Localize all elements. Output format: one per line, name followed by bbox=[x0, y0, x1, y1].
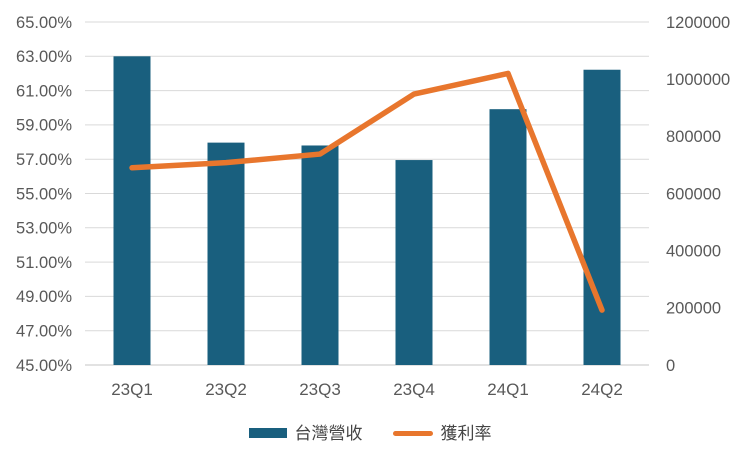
right-axis-tick-label: 600000 bbox=[666, 185, 721, 203]
left-axis-tick-label: 51.00% bbox=[16, 254, 72, 272]
left-axis-tick-label: 59.00% bbox=[16, 117, 72, 135]
revenue-bar bbox=[583, 69, 621, 366]
x-axis-category-label: 24Q1 bbox=[487, 380, 529, 399]
left-axis-tick-label: 63.00% bbox=[16, 48, 72, 66]
left-axis-tick-label: 49.00% bbox=[16, 288, 72, 306]
bar-series-swatch bbox=[248, 428, 287, 438]
revenue-bar bbox=[395, 160, 433, 365]
x-axis-category-label: 24Q2 bbox=[581, 380, 623, 399]
x-axis-category-label: 23Q1 bbox=[111, 380, 153, 399]
left-axis-tick-label: 57.00% bbox=[16, 151, 72, 169]
left-axis-tick-label: 55.00% bbox=[16, 185, 72, 203]
revenue-bar bbox=[207, 142, 245, 365]
revenue-bar bbox=[301, 145, 339, 365]
right-axis-tick-label: 800000 bbox=[666, 128, 721, 146]
revenue-bar bbox=[113, 56, 151, 366]
right-axis-tick-label: 1000000 bbox=[666, 71, 730, 89]
x-axis-category-label: 23Q2 bbox=[205, 380, 247, 399]
left-axis-tick-label: 53.00% bbox=[16, 220, 72, 238]
line-series-label: 獲利率 bbox=[440, 423, 492, 443]
right-axis-tick-label: 1200000 bbox=[666, 14, 730, 32]
left-axis-tick-label: 45.00% bbox=[16, 357, 72, 375]
margin-line bbox=[129, 70, 605, 313]
right-axis-tick-label: 200000 bbox=[666, 300, 721, 318]
revenue-bar bbox=[489, 109, 527, 365]
right-axis-tick-label: 400000 bbox=[666, 242, 721, 260]
legend-item-line-series: 獲利率 bbox=[392, 423, 492, 443]
left-axis-tick-label: 65.00% bbox=[16, 14, 72, 32]
line-series-swatch bbox=[392, 430, 433, 436]
left-axis-tick-label: 47.00% bbox=[16, 322, 72, 340]
left-axis-tick-label: 61.00% bbox=[16, 82, 72, 100]
right-axis-tick-label: 0 bbox=[666, 357, 675, 375]
x-axis-category-label: 23Q4 bbox=[393, 380, 435, 399]
bar-series-label: 台灣營收 bbox=[294, 423, 363, 443]
chart-legend: 台灣營收 獲利率 bbox=[0, 420, 740, 446]
x-axis-category-label: 23Q3 bbox=[299, 380, 341, 399]
legend-item-bar-series: 台灣營收 bbox=[248, 423, 363, 443]
